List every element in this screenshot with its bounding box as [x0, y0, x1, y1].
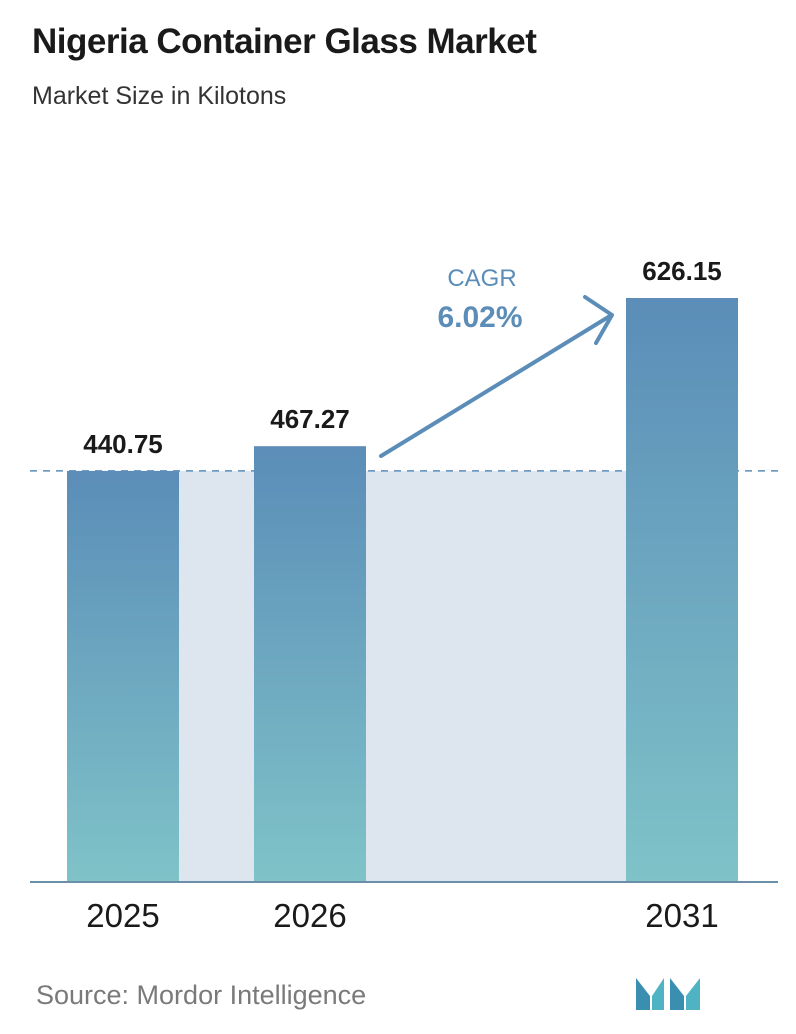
value-label-2025: 440.75: [83, 429, 163, 459]
bar-2025: [67, 470, 179, 882]
x-tick-label-2025: 2025: [86, 897, 159, 934]
cagr-label: CAGR: [447, 265, 516, 292]
bar-chart: 440.75 467.27 626.15 2025 2026 2031 CAGR 6.0…: [30, 256, 778, 934]
cagr-value: 6.02%: [437, 301, 522, 334]
value-label-2026: 467.27: [270, 404, 350, 434]
cagr-arrow: [379, 314, 612, 458]
chart-title: Nigeria Container Glass Market: [32, 22, 537, 61]
bar-2026: [254, 446, 366, 882]
bar-2031: [626, 298, 738, 882]
chart-subtitle: Market Size in Kilotons: [32, 82, 287, 110]
growth-shade: [366, 470, 626, 882]
value-label-2031: 626.15: [642, 256, 722, 286]
x-tick-label-2026: 2026: [273, 897, 346, 934]
cagr-annotation: CAGR 6.02%: [379, 265, 614, 458]
growth-shade: [179, 470, 254, 882]
x-tick-label-2031: 2031: [645, 897, 718, 934]
source-text: Source: Mordor Intelligence: [36, 980, 367, 1010]
mordor-intelligence-logo-icon: [636, 978, 700, 1010]
cagr-arrowhead: [583, 295, 614, 345]
